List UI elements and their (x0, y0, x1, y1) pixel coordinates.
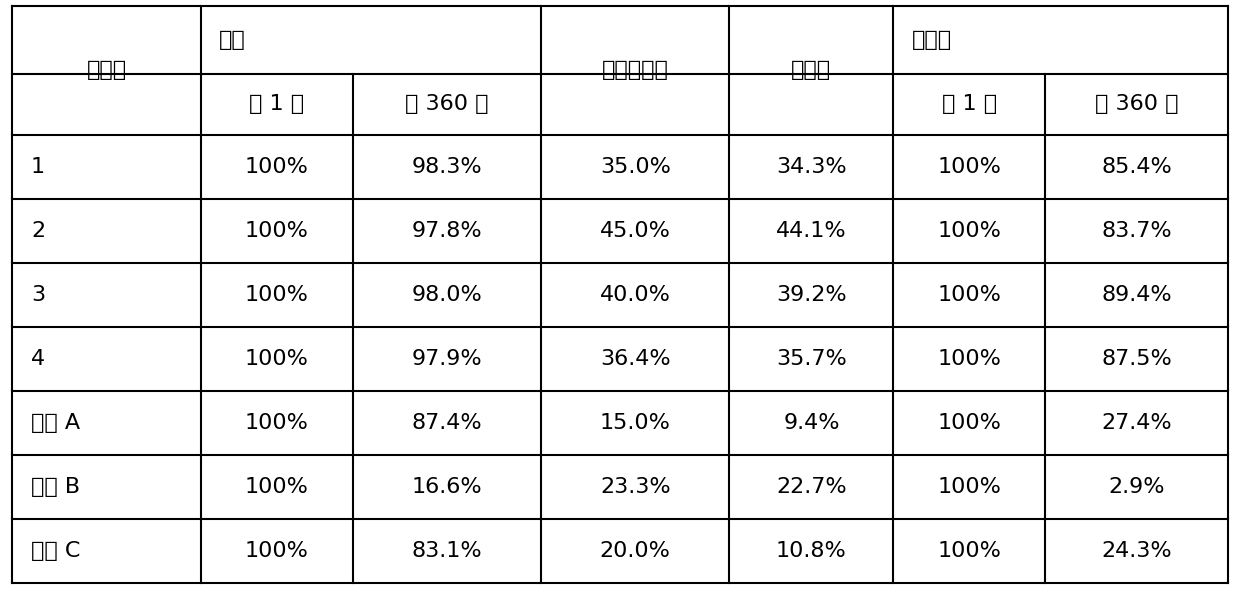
Text: 硅藻土含量: 硅藻土含量 (601, 60, 668, 80)
Text: 23.3%: 23.3% (600, 477, 671, 497)
Text: 100%: 100% (937, 221, 1002, 241)
Text: 24.3%: 24.3% (1101, 541, 1172, 561)
Text: 87.5%: 87.5% (1101, 349, 1172, 369)
Text: 第 360 天: 第 360 天 (1095, 94, 1178, 114)
Text: 100%: 100% (937, 285, 1002, 305)
Text: 100%: 100% (244, 541, 309, 561)
Text: 100%: 100% (937, 413, 1002, 433)
Text: 97.9%: 97.9% (412, 349, 482, 369)
Text: 83.7%: 83.7% (1101, 221, 1172, 241)
Text: 100%: 100% (244, 157, 309, 177)
Text: 100%: 100% (244, 285, 309, 305)
Text: 22.7%: 22.7% (776, 477, 847, 497)
Text: 35.7%: 35.7% (776, 349, 847, 369)
Text: 9.4%: 9.4% (784, 413, 839, 433)
Text: 吸附量: 吸附量 (913, 30, 952, 50)
Text: 空隙率: 空隙率 (791, 60, 832, 80)
Text: 质量: 质量 (219, 30, 246, 50)
Text: 39.2%: 39.2% (776, 285, 847, 305)
Text: 第 1 天: 第 1 天 (249, 94, 304, 114)
Text: 1: 1 (31, 157, 45, 177)
Text: 35.0%: 35.0% (600, 157, 671, 177)
Text: 100%: 100% (937, 349, 1002, 369)
Text: 100%: 100% (244, 413, 309, 433)
Text: 15.0%: 15.0% (600, 413, 671, 433)
Text: 100%: 100% (937, 477, 1002, 497)
Text: 第 360 天: 第 360 天 (405, 94, 489, 114)
Text: 100%: 100% (937, 541, 1002, 561)
Text: 2.9%: 2.9% (1109, 477, 1164, 497)
Text: 87.4%: 87.4% (412, 413, 482, 433)
Text: 4: 4 (31, 349, 45, 369)
Text: 36.4%: 36.4% (600, 349, 671, 369)
Text: 实施例: 实施例 (87, 60, 126, 80)
Text: 44.1%: 44.1% (776, 221, 847, 241)
Text: 83.1%: 83.1% (412, 541, 482, 561)
Text: 27.4%: 27.4% (1101, 413, 1172, 433)
Text: 100%: 100% (937, 157, 1002, 177)
Text: 第 1 天: 第 1 天 (942, 94, 997, 114)
Text: 100%: 100% (244, 221, 309, 241)
Text: 对比 C: 对比 C (31, 541, 81, 561)
Text: 10.8%: 10.8% (776, 541, 847, 561)
Text: 97.8%: 97.8% (412, 221, 482, 241)
Text: 3: 3 (31, 285, 45, 305)
Text: 98.3%: 98.3% (412, 157, 482, 177)
Text: 98.0%: 98.0% (412, 285, 482, 305)
Text: 16.6%: 16.6% (412, 477, 482, 497)
Text: 34.3%: 34.3% (776, 157, 847, 177)
Text: 85.4%: 85.4% (1101, 157, 1172, 177)
Text: 20.0%: 20.0% (600, 541, 671, 561)
Text: 100%: 100% (244, 477, 309, 497)
Text: 100%: 100% (244, 349, 309, 369)
Text: 对比 B: 对比 B (31, 477, 81, 497)
Text: 40.0%: 40.0% (600, 285, 671, 305)
Text: 对比 A: 对比 A (31, 413, 81, 433)
Text: 2: 2 (31, 221, 45, 241)
Text: 45.0%: 45.0% (600, 221, 671, 241)
Text: 89.4%: 89.4% (1101, 285, 1172, 305)
